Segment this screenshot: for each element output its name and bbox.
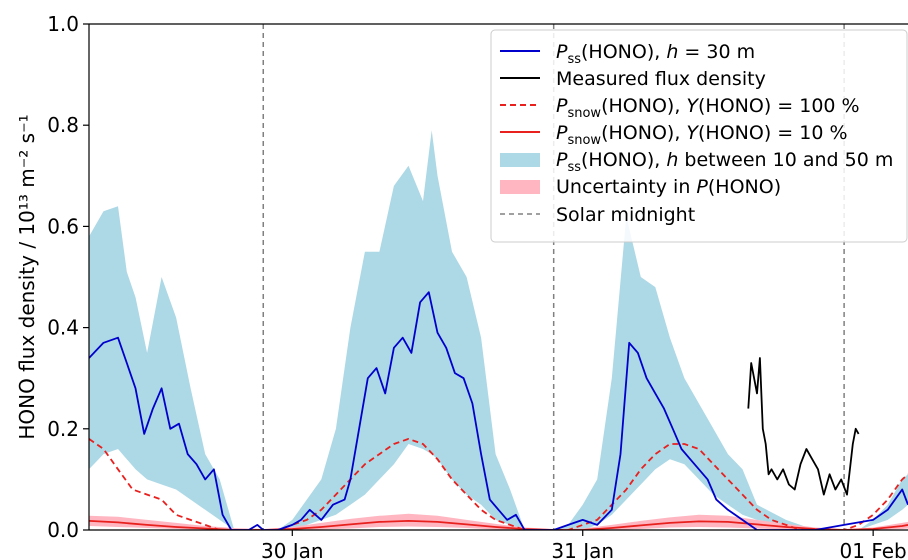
legend-entry-midnight: Solar midnight [500,204,695,226]
legend-entry-pss-range: Pss(HONO), h between 10 and 50 m [500,149,893,175]
svg-text:Psnow(HONO), Y(HONO) = 10 %: Psnow(HONO), Y(HONO) = 10 % [556,122,848,148]
legend-swatch-uncertainty [500,180,540,194]
y-tick-label-2: 0.4 [47,316,79,340]
legend-uncertainty-rest: (HONO) [708,176,781,198]
y-tick-label-5: 1.0 [47,12,79,36]
y-tick-label-0: 0.0 [47,518,79,542]
legend-pss-h30-base: P [556,41,568,63]
x-tick-label-1: 31 Jan [551,539,614,560]
legend-frame [490,29,908,243]
legend-pss-h30-text: (HONO), [581,41,666,63]
svg-text:Pss(HONO), h = 30 m: Pss(HONO), h = 30 m [556,41,755,67]
series-line-snow100 [89,437,908,530]
legend-snow100-sub: snow [567,106,601,121]
legend-swatch-pss-range [500,153,540,167]
y-ticks: 0.0 0.2 0.4 0.6 0.8 1.0 [47,12,89,542]
svg-text:Psnow(HONO), Y(HONO) = 100 %: Psnow(HONO), Y(HONO) = 100 % [556,95,860,121]
legend-snow100-rest: (HONO) = 100 % [698,95,860,117]
legend-snow100-var: Y [686,95,699,117]
legend-entry-pss-h30: Pss(HONO), h = 30 m [500,41,755,67]
legend-snow100-base: P [556,95,568,117]
legend-pss-range-base: P [556,149,568,171]
legend-pss-range-text: (HONO), [581,149,666,171]
svg-text:Pss(HONO), h between 10 and 50: Pss(HONO), h between 10 and 50 m [556,149,893,175]
legend-snow10-rest: (HONO) = 10 % [698,122,848,144]
bands-layer [89,130,908,530]
legend-entry-snow100: Psnow(HONO), Y(HONO) = 100 % [500,95,860,121]
legend-snow10-text: (HONO), [601,122,686,144]
y-tick-label-4: 0.8 [47,113,79,137]
legend-snow10-sub: snow [567,133,601,148]
legend-entry-snow10: Psnow(HONO), Y(HONO) = 10 % [500,122,848,148]
legend-pss-h30-var: h [666,41,678,63]
legend-snow10-var: Y [686,122,699,144]
y-tick-label-3: 0.6 [47,214,79,238]
legend-uncertainty-base: P [696,176,708,198]
legend-entry-measured: Measured flux density [500,68,766,90]
legend-pss-range-rest: between 10 and 50 m [678,149,893,171]
legend-snow100-text: (HONO), [601,95,686,117]
band-pss_range [89,130,908,530]
legend-pss-range-sub: ss [567,160,581,175]
axes [88,23,908,531]
legend-measured-label: Measured flux density [556,68,766,90]
legend-entry-uncertainty: Uncertainty in P(HONO) [500,176,781,198]
series-line-measured [747,357,860,496]
y-axis-title: HONO flux density / 10¹³ m⁻² s⁻¹ [15,114,39,439]
series-line-pss_h30 [89,291,908,530]
legend: Pss(HONO), h = 30 m Measured flux densit… [490,29,908,243]
x-tick-label-0: 30 Jan [261,539,324,560]
legend-pss-h30-rest: = 30 m [678,41,755,63]
y-tick-label-1: 0.2 [47,417,79,441]
legend-pss-range-var: h [666,149,678,171]
legend-midnight-label: Solar midnight [556,204,695,226]
legend-snow10-base: P [556,122,568,144]
legend-pss-h30-sub: ss [567,52,581,67]
x-ticks: 30 Jan 31 Jan 01 Feb [261,530,907,560]
svg-text:Uncertainty in P(HONO): Uncertainty in P(HONO) [556,176,781,198]
legend-uncertainty-pre: Uncertainty in [556,176,696,198]
x-tick-label-2: 01 Feb [840,539,907,560]
band-uncertainty [89,513,908,530]
